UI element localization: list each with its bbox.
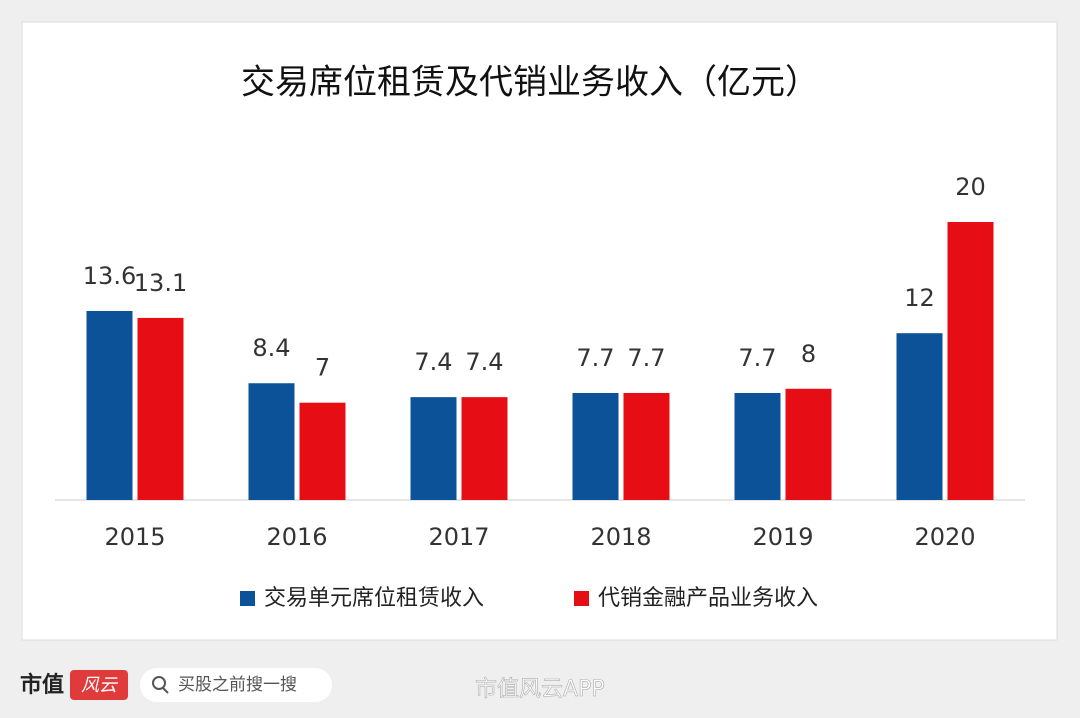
card	[21, 21, 1058, 641]
bar	[461, 397, 508, 500]
search-placeholder: 买股之前搜一搜	[178, 675, 297, 695]
legend-swatch	[240, 591, 255, 606]
chart-title: 交易席位租赁及代销业务收入（亿元）	[241, 63, 819, 103]
x-tick-label: 2018	[590, 523, 651, 551]
logo: 市值	[20, 672, 64, 698]
data-label: 7.4	[465, 348, 503, 376]
x-tick-label: 2019	[752, 523, 813, 551]
data-label: 12	[904, 284, 935, 312]
data-label: 7.4	[414, 348, 452, 376]
x-tick-label: 2015	[104, 523, 165, 551]
bar	[623, 392, 670, 500]
search-box[interactable]	[140, 668, 332, 702]
search-icon-handle	[162, 687, 169, 694]
bar	[410, 397, 457, 500]
legend-label: 代销金融产品业务收入	[598, 586, 818, 611]
data-label: 8.4	[252, 334, 290, 362]
data-label: 7.7	[627, 344, 665, 372]
logo-script: 风云	[81, 675, 119, 696]
data-label: 20	[955, 173, 986, 201]
bar	[896, 333, 943, 500]
data-label: 13.1	[134, 269, 187, 297]
legend-swatch	[574, 591, 589, 606]
data-label: 7	[315, 354, 330, 382]
plot: 2015 13.613.1 2016 8.4 7 2017 7.4 7.4 2018 7.7 7.7…	[83, 173, 994, 611]
logo-badge	[70, 670, 128, 700]
data-label: 7.7	[576, 344, 614, 372]
bar	[572, 392, 619, 500]
bar	[947, 222, 994, 500]
data-label: 7.7	[738, 344, 776, 372]
x-tick-label: 2016	[266, 523, 327, 551]
bar	[734, 392, 781, 500]
bar	[299, 402, 346, 500]
watermark: 市值风云APP	[475, 677, 605, 702]
legend-label: 交易单元席位租赁收入	[264, 586, 484, 611]
data-label: 8	[801, 340, 816, 368]
bar	[248, 383, 295, 500]
data-label: 13.6	[83, 262, 136, 290]
bar	[86, 310, 133, 500]
bar	[137, 317, 184, 500]
bar	[785, 388, 832, 500]
x-tick-label: 2017	[428, 523, 489, 551]
x-tick-label: 2020	[914, 523, 975, 551]
search-icon	[152, 676, 166, 690]
